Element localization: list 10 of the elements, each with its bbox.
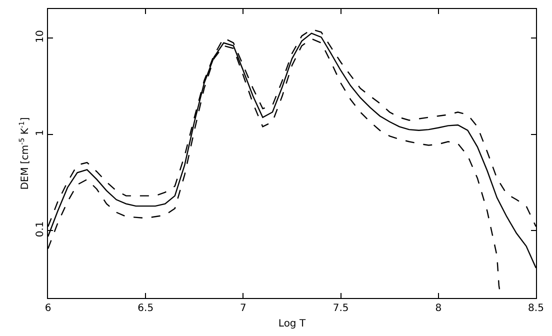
x-tick-label: 6 bbox=[44, 303, 52, 314]
y-tick-label: 1 bbox=[35, 130, 46, 136]
y-tick-label: 0.1 bbox=[35, 221, 46, 238]
x-tick-label: 8.5 bbox=[528, 303, 544, 314]
x-tick-label: 7 bbox=[240, 303, 246, 314]
x-axis-title: Log T bbox=[278, 318, 306, 330]
y-tick-label: 10 bbox=[35, 30, 46, 43]
x-tick-label: 8 bbox=[435, 303, 442, 314]
x-tick-label: 7.5 bbox=[332, 303, 349, 314]
x-tick-label: 6.5 bbox=[138, 303, 154, 314]
